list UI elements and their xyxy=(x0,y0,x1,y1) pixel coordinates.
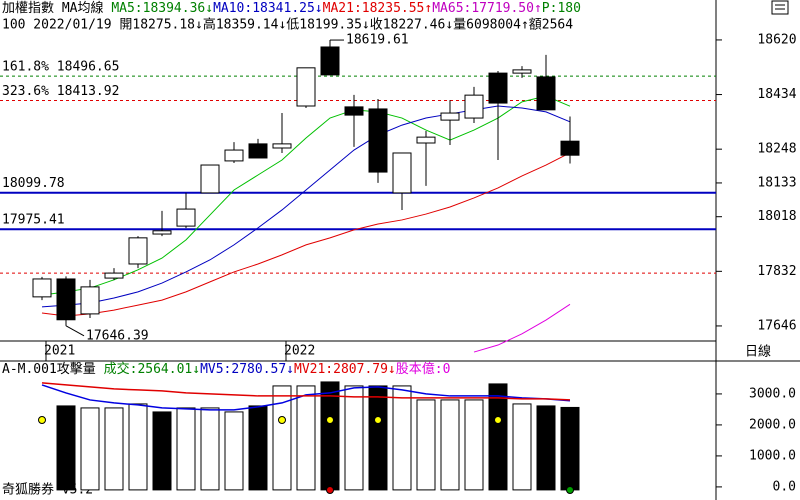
mv-line xyxy=(41,384,571,411)
ma-line xyxy=(41,152,571,317)
candle-body xyxy=(536,76,556,111)
header-part: 成交:2564.01↓ xyxy=(104,361,200,377)
period-label: 日線 xyxy=(745,344,771,360)
y-tick-label: 3000.0 xyxy=(749,386,796,401)
volume-bar xyxy=(104,407,124,491)
signal-dot xyxy=(38,416,46,424)
candle-body xyxy=(56,278,76,321)
volume-bar xyxy=(224,411,244,491)
candle-body xyxy=(224,149,244,162)
ma-line xyxy=(41,95,571,296)
volume-bar xyxy=(320,381,340,491)
window-icon[interactable] xyxy=(771,0,789,15)
y-tick-label: 1000.0 xyxy=(749,448,796,463)
mv-line xyxy=(41,382,571,401)
volume-bar xyxy=(296,385,316,491)
candle-body xyxy=(368,108,388,173)
candle-body xyxy=(80,286,100,315)
y-tick-label: 17832 xyxy=(757,264,796,279)
candle-body xyxy=(464,94,484,119)
volume-bar xyxy=(392,385,412,491)
y-tick-label: 17646 xyxy=(757,318,796,333)
annotation: 17646.39 xyxy=(86,328,149,343)
candle-body xyxy=(392,152,412,194)
header-part: MA10:18341.25↓ xyxy=(213,1,323,16)
annotation: 18619.61 xyxy=(346,33,409,48)
header-part: 加權指數 MA均線 xyxy=(2,0,111,16)
signal-dot xyxy=(566,486,574,494)
candle-body xyxy=(200,164,220,194)
y-tick-label: 0.0 xyxy=(773,479,796,494)
header-part: P:180 xyxy=(542,1,581,16)
level-label: 161.8% 18496.65 xyxy=(2,60,119,75)
volume-bar xyxy=(464,399,484,491)
candle-body xyxy=(320,46,340,76)
candle-body xyxy=(32,278,52,298)
header-part: MA65:17719.50↑ xyxy=(432,1,542,16)
volume-bar xyxy=(488,383,508,491)
volume-bar xyxy=(80,407,100,491)
x-tick-label: 2022 xyxy=(284,344,315,359)
volume-bar xyxy=(560,406,580,491)
volume-bar xyxy=(536,405,556,491)
candle-body xyxy=(488,72,508,104)
level-label: 18099.78 xyxy=(2,176,65,191)
volume-bar xyxy=(272,385,292,491)
volume-bar xyxy=(56,405,76,491)
candle-body xyxy=(440,112,460,121)
candle-body xyxy=(560,140,580,156)
signal-dot xyxy=(326,486,334,494)
header-part: MA5:18394.36↓ xyxy=(111,1,213,16)
volume-bar xyxy=(416,399,436,491)
volume-bar xyxy=(440,399,460,491)
candle-body xyxy=(272,143,292,149)
y-tick-label: 18620 xyxy=(757,32,796,47)
subheader: 100 2022/01/19 開18275.18↓高18359.14↓低1819… xyxy=(2,17,573,33)
candle-body xyxy=(248,143,268,159)
candle-body xyxy=(152,230,172,235)
volume-bar xyxy=(176,407,196,491)
y-tick-label: 18133 xyxy=(757,175,796,190)
signal-dot xyxy=(326,416,334,424)
candle-body xyxy=(416,136,436,144)
annotation-leader xyxy=(65,325,85,337)
level-label: 17975.41 xyxy=(2,213,65,228)
header-part: A-M.001攻擊量 xyxy=(2,361,104,377)
x-tick-label: 2021 xyxy=(44,344,75,359)
volume-bar xyxy=(512,403,532,491)
volume-bar xyxy=(200,407,220,491)
y-tick-label: 18434 xyxy=(757,87,796,102)
header-part: MV5:2780.57↓ xyxy=(200,362,294,377)
y-tick-label: 2000.0 xyxy=(749,417,796,432)
volume-bar xyxy=(128,403,148,491)
header-part: 股本億:0 xyxy=(396,361,451,377)
header: 加權指數 MA均線 MA5:18394.36↓MA10:18341.25↓MA2… xyxy=(2,0,581,16)
footer: 奇狐勝券 v5.2 xyxy=(2,482,93,498)
header-part: MV21:2807.79↓ xyxy=(294,362,396,377)
ma-line xyxy=(473,303,571,353)
level-label: 323.6% 18413.92 xyxy=(2,84,119,99)
header-part: MA21:18235.55↑ xyxy=(323,1,433,16)
candle-body xyxy=(104,272,124,279)
signal-dot xyxy=(494,416,502,424)
y-tick-label: 18248 xyxy=(757,142,796,157)
candle-body xyxy=(176,208,196,227)
volume-bar xyxy=(344,385,364,491)
candle-body xyxy=(128,237,148,265)
y-tick-label: 18018 xyxy=(757,209,796,224)
candle-body xyxy=(512,69,532,74)
volume-bar xyxy=(152,411,172,491)
candle-body xyxy=(296,67,316,107)
signal-dot xyxy=(278,416,286,424)
volume-header: A-M.001攻擊量 成交:2564.01↓MV5:2780.57↓MV21:2… xyxy=(2,361,450,377)
candle-body xyxy=(344,106,364,116)
volume-bar xyxy=(248,405,268,491)
volume-bar xyxy=(368,385,388,491)
signal-dot xyxy=(374,416,382,424)
